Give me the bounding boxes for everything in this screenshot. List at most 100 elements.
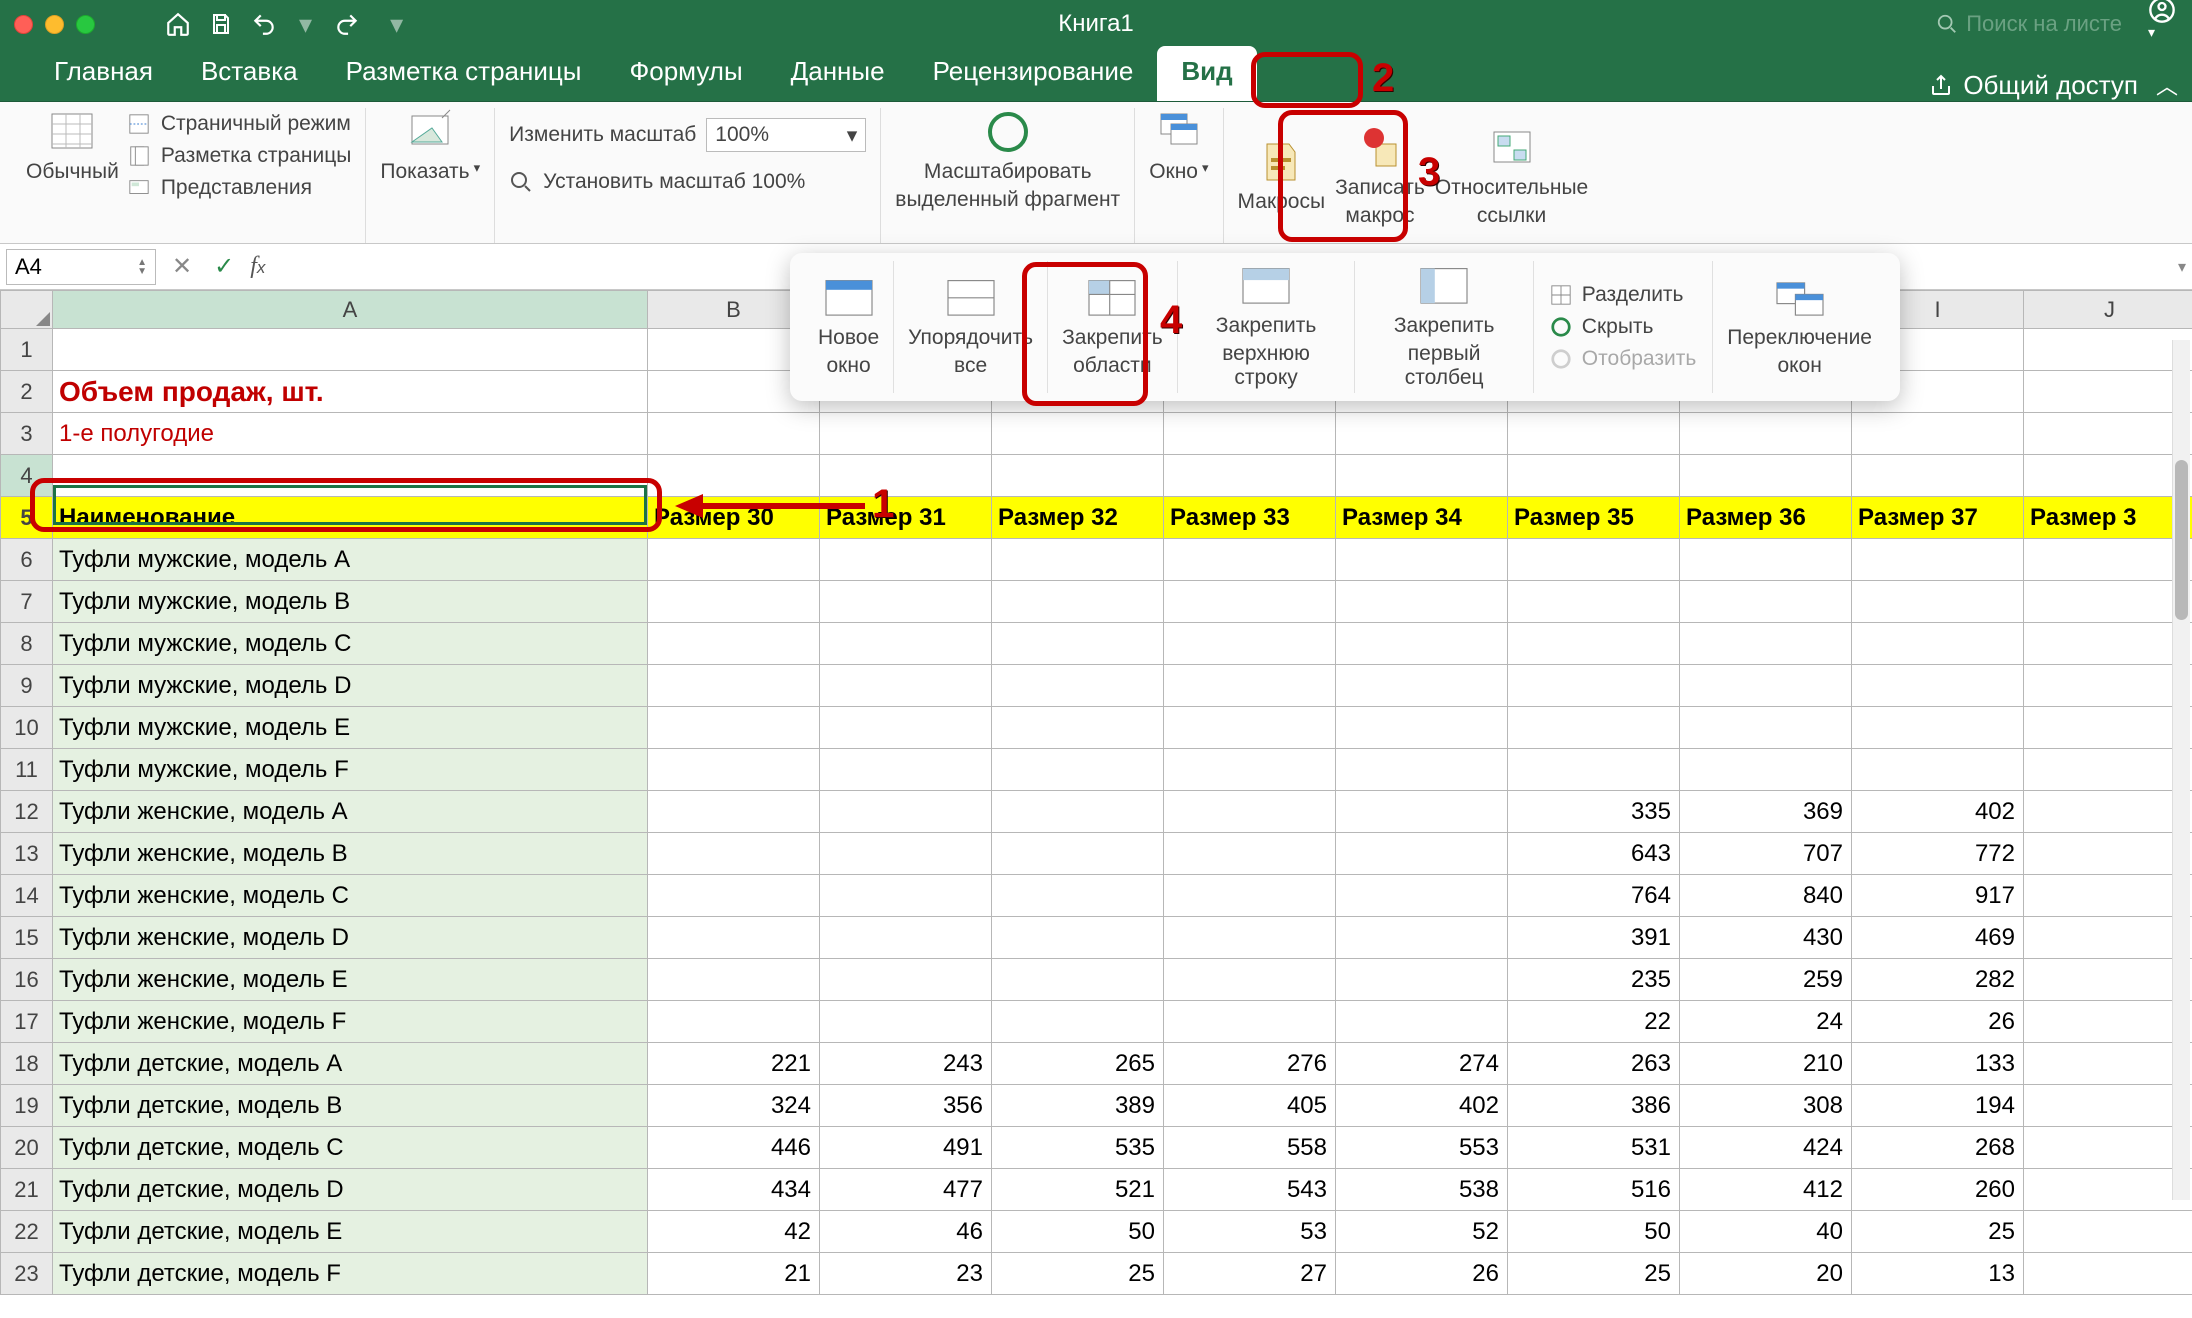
cell-value[interactable] [648,833,820,875]
cell-value[interactable]: 46 [820,1211,992,1253]
redo-icon[interactable] [334,11,360,37]
custom-views-button[interactable]: Представления [127,176,352,200]
cell-value[interactable] [1336,959,1508,1001]
unhide-button[interactable]: Отобразить [1550,347,1696,371]
cell-value[interactable] [992,875,1164,917]
cell-value[interactable] [1680,539,1852,581]
scrollbar-thumb[interactable] [2175,460,2188,620]
cell-value[interactable]: 9 [2024,875,2192,917]
cell-value[interactable] [1680,581,1852,623]
cell-value[interactable]: 356 [820,1085,992,1127]
cell-value[interactable] [648,623,820,665]
cell-value[interactable]: 24 [1680,1001,1852,1043]
cell-value[interactable] [648,875,820,917]
cell-value[interactable] [1852,413,2024,455]
select-all-corner[interactable] [1,291,53,329]
cell-value[interactable] [1336,455,1508,497]
cell-value[interactable] [1336,707,1508,749]
tab-разметка страницы[interactable]: Разметка страницы [322,46,606,101]
cell-name[interactable]: Туфли женские, модель B [53,833,648,875]
cell-name[interactable]: Наименование [53,497,648,539]
cell-value[interactable]: 772 [1852,833,2024,875]
cell-value[interactable] [1852,455,2024,497]
cell-value[interactable]: 265 [992,1043,1164,1085]
cell-value[interactable]: 405 [1164,1085,1336,1127]
minimize-window-button[interactable] [45,15,64,34]
record-macro-button[interactable]: Записать макрос [1335,124,1425,228]
row-header[interactable]: 17 [1,1001,53,1043]
cell-value[interactable]: 764 [1508,875,1680,917]
cell-value[interactable] [1508,623,1680,665]
cell-value[interactable]: 840 [1680,875,1852,917]
cell-value[interactable] [1508,413,1680,455]
cell-value[interactable] [992,917,1164,959]
cell-value[interactable]: 434 [648,1169,820,1211]
cell-value[interactable] [1164,959,1336,1001]
cell-value[interactable]: 27 [1164,1253,1336,1295]
new-window-button[interactable]: Новоеокно [804,261,894,393]
cell-value[interactable]: 308 [1680,1085,1852,1127]
cell-value[interactable] [1164,707,1336,749]
cell-value[interactable] [1852,581,2024,623]
fx-icon[interactable]: fx [250,253,265,280]
cell-value[interactable] [1336,413,1508,455]
cell-name[interactable]: Туфли мужские, модель B [53,581,648,623]
cell-value[interactable] [648,959,820,1001]
cell-value[interactable]: Размер 35 [1508,497,1680,539]
cell-value[interactable] [1336,875,1508,917]
cell-name[interactable]: Туфли детские, модель D [53,1169,648,1211]
cell-value[interactable]: 2 [2024,959,2192,1001]
cell-value[interactable] [2024,371,2192,413]
cell-name[interactable]: Туфли женские, модель F [53,1001,648,1043]
cell-value[interactable]: 260 [1852,1169,2024,1211]
cell-value[interactable] [992,623,1164,665]
cell-value[interactable] [1680,665,1852,707]
cell-value[interactable]: 543 [1164,1169,1336,1211]
cell-value[interactable]: 553 [1336,1127,1508,1169]
cell-value[interactable] [1336,581,1508,623]
cell-name[interactable]: Туфли женские, модель A [53,791,648,833]
cell-value[interactable]: 53 [1164,1211,1336,1253]
cell-value[interactable] [1164,833,1336,875]
cell-value[interactable]: 491 [820,1127,992,1169]
home-icon[interactable] [165,11,191,37]
cell-value[interactable]: 477 [820,1169,992,1211]
sheet-search[interactable]: Поиск на листе [1936,11,2122,37]
cell-value[interactable] [1164,623,1336,665]
cell-value[interactable]: 643 [1508,833,1680,875]
row-header[interactable]: 8 [1,623,53,665]
cell-value[interactable] [648,1001,820,1043]
relative-refs-button[interactable]: Относительные ссылки [1435,124,1588,228]
vertical-scrollbar[interactable] [2172,340,2190,1200]
row-header[interactable]: 4 [1,455,53,497]
cell-value[interactable] [1852,749,2024,791]
cell-value[interactable] [1336,623,1508,665]
cell-value[interactable]: 20 [1680,1253,1852,1295]
user-menu[interactable]: ▾ [2148,0,2176,52]
undo-icon[interactable] [251,11,277,37]
cancel-icon[interactable]: ✕ [166,252,198,281]
cell-value[interactable] [1164,455,1336,497]
cell-value[interactable] [2024,413,2192,455]
column-header[interactable]: J [2024,291,2192,329]
cell-value[interactable]: 538 [1336,1169,1508,1211]
cell-name[interactable] [53,329,648,371]
freeze-top-row-button[interactable]: Закрепитьверхнюю строку [1178,261,1356,393]
cell-value[interactable] [648,539,820,581]
cell-value[interactable]: 430 [1680,917,1852,959]
cell-value[interactable] [1852,665,2024,707]
cell-name[interactable]: Туфли мужские, модель C [53,623,648,665]
cell-value[interactable] [992,413,1164,455]
cell-value[interactable] [1508,707,1680,749]
cell-name[interactable]: Объем продаж, шт. [53,371,648,413]
cell-value[interactable] [2024,329,2192,371]
cell-value[interactable] [1164,413,1336,455]
cell-value[interactable] [2024,707,2192,749]
cell-value[interactable] [1164,665,1336,707]
row-header[interactable]: 6 [1,539,53,581]
cell-value[interactable]: 424 [1680,1127,1852,1169]
row-header[interactable]: 7 [1,581,53,623]
cell-value[interactable]: 133 [1852,1043,2024,1085]
cell-value[interactable] [1164,791,1336,833]
cell-value[interactable]: 42 [648,1211,820,1253]
